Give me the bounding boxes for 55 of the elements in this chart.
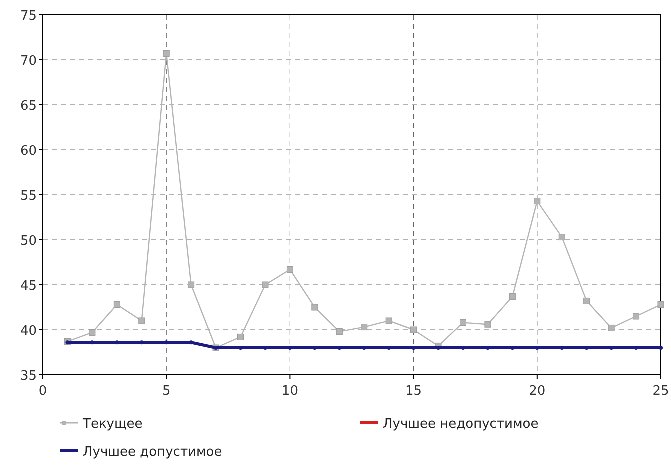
point <box>509 293 516 300</box>
point <box>238 334 244 340</box>
point <box>386 318 392 324</box>
x-tick-label: 25 <box>652 384 670 399</box>
y-tick-label: 55 <box>20 189 37 204</box>
x-tick-label: 10 <box>282 384 298 399</box>
point <box>163 50 170 57</box>
point <box>534 198 541 205</box>
point <box>362 346 366 350</box>
point <box>312 304 318 311</box>
point <box>412 346 416 350</box>
point <box>262 282 269 288</box>
legend-label: Текущее <box>82 417 143 432</box>
point <box>238 346 243 350</box>
point <box>140 340 144 345</box>
point <box>658 302 664 308</box>
point <box>288 346 292 350</box>
x-tick-label: 15 <box>406 384 422 399</box>
y-tick-label: 50 <box>20 234 37 249</box>
point <box>114 302 120 308</box>
y-tick-label: 40 <box>20 324 37 339</box>
point <box>188 282 195 288</box>
point <box>164 340 169 345</box>
y-tick-label: 70 <box>20 54 37 69</box>
point <box>484 321 492 328</box>
point <box>189 340 194 345</box>
point <box>90 340 94 345</box>
x-tick-label: 20 <box>529 384 546 399</box>
point <box>336 328 343 336</box>
y-tick-label: 35 <box>20 369 37 384</box>
y-tick-label: 60 <box>20 144 37 159</box>
point <box>460 320 466 326</box>
point <box>659 346 663 350</box>
point <box>584 298 590 304</box>
legend-label: Лучшее недопустимое <box>383 417 539 432</box>
point <box>510 346 515 350</box>
point <box>410 326 418 334</box>
point <box>633 313 640 320</box>
point <box>608 324 615 332</box>
point <box>634 346 638 350</box>
legend-label: Лучшее допустимое <box>83 445 222 460</box>
y-tick-label: 65 <box>20 99 37 114</box>
point <box>115 340 120 345</box>
point <box>361 324 368 331</box>
point <box>89 329 96 336</box>
y-tick-label: 75 <box>20 9 37 24</box>
x-tick-label: 5 <box>162 384 171 399</box>
point <box>138 318 146 324</box>
y-tick-label: 45 <box>20 279 37 294</box>
point <box>461 346 466 350</box>
point <box>286 266 294 273</box>
point <box>584 346 589 350</box>
x-tick-label: 0 <box>38 384 48 399</box>
point <box>558 234 566 241</box>
point <box>66 340 70 345</box>
